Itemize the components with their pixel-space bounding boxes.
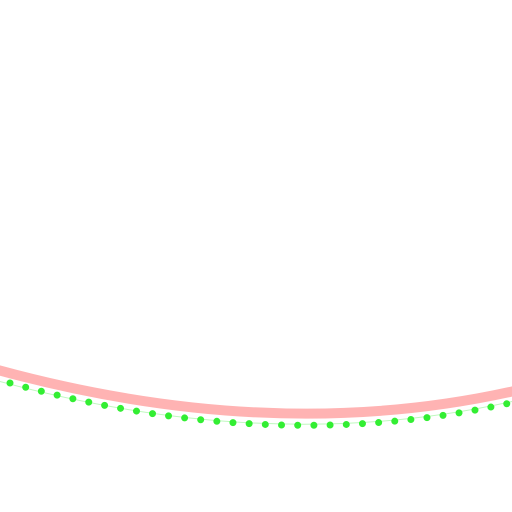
green-dotted-curve bbox=[6, 379, 512, 429]
pink-curve bbox=[0, 365, 512, 419]
